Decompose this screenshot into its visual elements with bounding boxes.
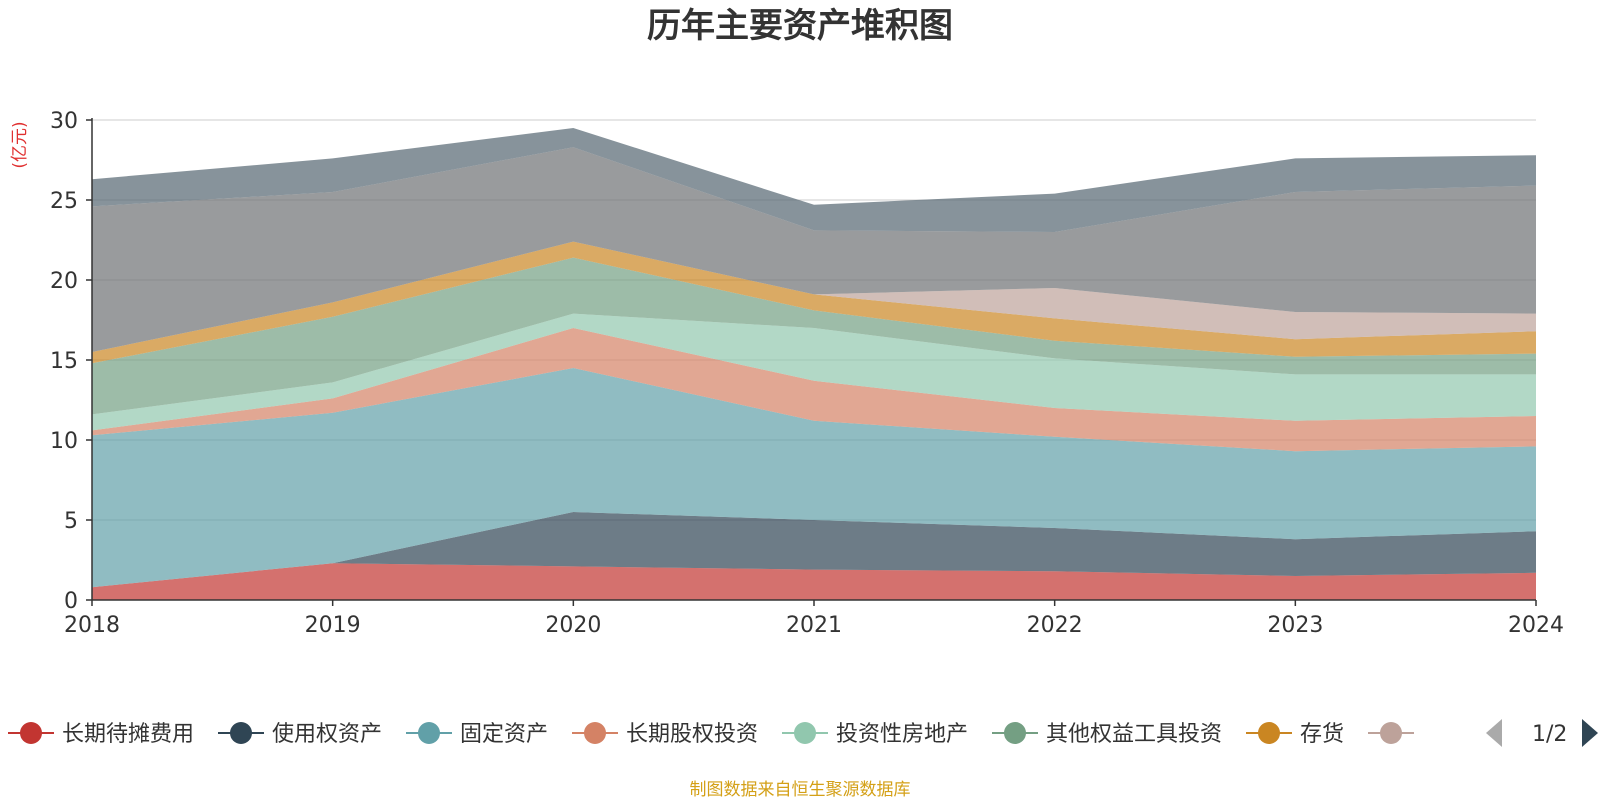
legend-item: 长期待摊费用	[8, 722, 194, 747]
area-货币资金	[92, 128, 1536, 232]
y-tick-label: 10	[50, 429, 78, 454]
legend-label: 使用权资产	[272, 722, 382, 747]
x-tick-label: 2023	[1267, 613, 1323, 638]
legend-marker	[794, 722, 816, 744]
area-应收账款	[92, 147, 1536, 352]
legend-item: 固定资产	[406, 722, 548, 747]
legend-item: 长期股权投资	[572, 722, 758, 747]
area-series	[92, 128, 1536, 600]
legend-label: 投资性房地产	[836, 722, 968, 747]
legend-marker	[1004, 722, 1026, 744]
x-tick-label: 2021	[786, 613, 842, 638]
legend-item	[1368, 722, 1414, 744]
area-固定资产	[92, 368, 1536, 588]
legend-label: 长期股权投资	[626, 722, 758, 747]
y-axis-unit-label: (亿元)	[10, 121, 30, 168]
legend-item: 其他权益工具投资	[992, 722, 1222, 747]
y-tick-label: 25	[50, 189, 78, 214]
x-tick-label: 2024	[1508, 613, 1564, 638]
x-tick-label: 2019	[305, 613, 361, 638]
area-其他非流动资产	[92, 241, 1536, 352]
legend-marker	[230, 722, 252, 744]
legend-label: 其他权益工具投资	[1046, 722, 1222, 747]
source-note: 制图数据来自恒生聚源数据库	[690, 780, 911, 800]
y-tick-label: 30	[50, 109, 78, 134]
chart-title: 历年主要资产堆积图	[647, 6, 953, 46]
legend-marker	[584, 722, 606, 744]
legend-marker	[1380, 722, 1402, 744]
legend: 长期待摊费用 使用权资产 固定资产 长期股权投资 投资性房地产 其他权益工具投资 存货 1/2	[8, 712, 1598, 754]
y-tick-label: 20	[50, 269, 78, 294]
area-使用权资产	[92, 512, 1536, 588]
legend-page-indicator: 1/2	[1532, 722, 1567, 747]
x-tick-label: 2022	[1027, 613, 1083, 638]
legend-pager: 1/2	[1474, 712, 1598, 754]
legend-item: 存货	[1246, 722, 1344, 747]
legend-marker	[20, 722, 42, 744]
legend-label: 存货	[1300, 722, 1344, 747]
x-tick-label: 2018	[64, 613, 120, 638]
area-长期股权投资	[92, 328, 1536, 452]
legend-prev-icon[interactable]	[1486, 719, 1502, 747]
axes: 0 5 10 15 20 25 30 2018 2019 2020 2021 2022 2023 2024	[50, 109, 1564, 638]
legend-marker	[418, 722, 440, 744]
area-投资性房地产	[92, 313, 1536, 431]
legend-marker	[1258, 722, 1280, 744]
legend-item: 投资性房地产	[782, 722, 968, 747]
legend-label: 长期待摊费用	[62, 722, 194, 747]
legend-label: 固定资产	[460, 722, 548, 747]
area-长期待摊费用	[92, 563, 1536, 600]
legend-next-icon[interactable]	[1582, 719, 1598, 747]
y-tick-label: 15	[50, 349, 78, 374]
area-其他权益工具投资	[92, 257, 1536, 415]
y-tick-label: 0	[64, 589, 78, 614]
legend-item: 使用权资产	[218, 722, 382, 747]
x-tick-label: 2020	[545, 613, 601, 638]
y-tick-label: 5	[64, 509, 78, 534]
